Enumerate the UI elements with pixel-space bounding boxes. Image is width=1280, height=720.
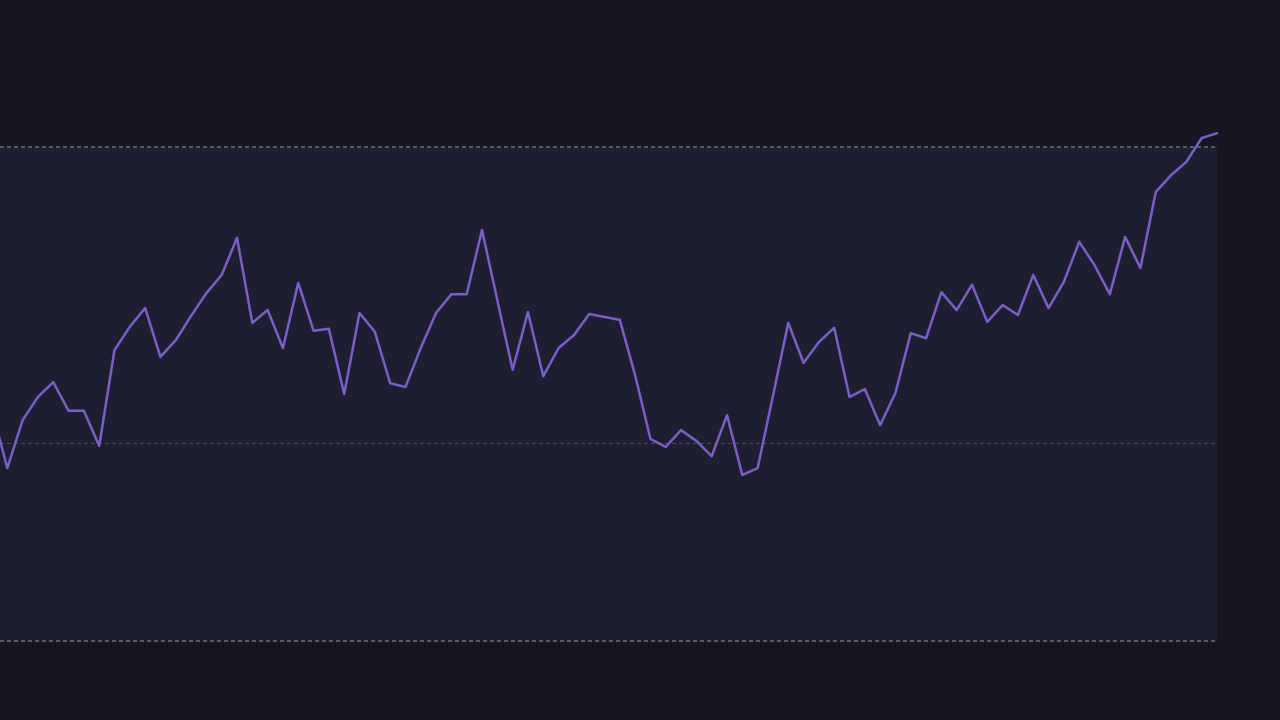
plot-area [0,147,1217,641]
data-line [0,131,1219,477]
